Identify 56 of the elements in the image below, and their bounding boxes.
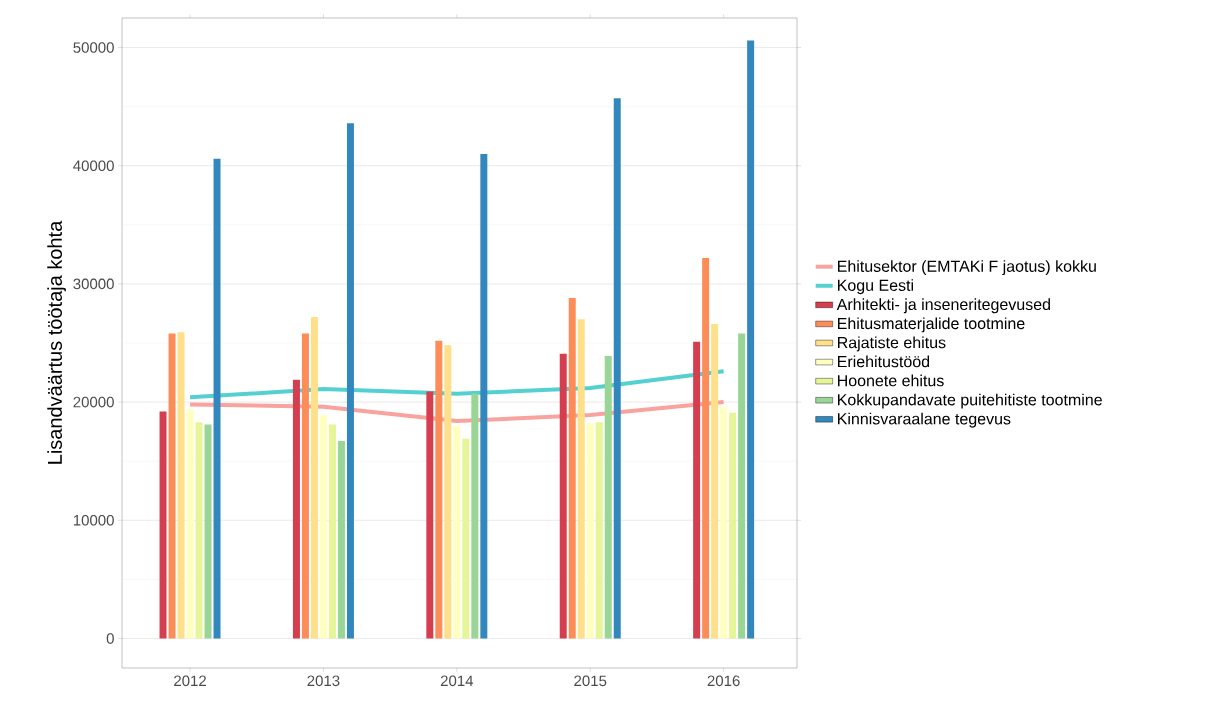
bar <box>604 356 612 639</box>
bar <box>586 423 594 639</box>
x-tick-label: 2014 <box>440 675 474 687</box>
bar <box>729 412 737 639</box>
bar <box>319 415 327 639</box>
legend-label: Arhitekti- ja inseneritegevused <box>836 298 1050 314</box>
bar <box>310 317 318 639</box>
legend-label: Ehitusmaterjalide tootmine <box>838 317 1025 333</box>
x-tick-label: 2013 <box>307 675 340 687</box>
legend-label: Kogu Eesti <box>838 279 913 295</box>
y-tick-label: 10000 <box>73 514 114 526</box>
bar <box>435 340 443 639</box>
bar <box>747 40 755 639</box>
legend-label: Kokkupandavate puitehitiste tootmine <box>838 393 1102 409</box>
bar <box>693 341 701 639</box>
bar <box>559 353 567 639</box>
bar <box>301 333 309 639</box>
bar <box>738 333 746 639</box>
bar <box>204 424 212 639</box>
bar <box>444 345 452 639</box>
x-tick-label: 2015 <box>574 675 607 687</box>
legend-label: Rajatiste ehitus <box>838 336 946 352</box>
legend-label: Hoonete ehitus <box>838 374 944 387</box>
bar <box>702 257 710 639</box>
bar <box>213 158 221 639</box>
legend-label: Kinnisvaraalane tegevus <box>838 412 1011 428</box>
bar <box>613 98 621 639</box>
bar <box>471 393 479 639</box>
bar <box>720 406 728 639</box>
y-tick-label: 0 <box>106 633 114 644</box>
bar <box>168 333 176 639</box>
bar <box>159 411 167 639</box>
legend-label: Ehitusektor (EMTAKi F jaotus) kokku <box>838 260 1096 276</box>
bar <box>711 324 719 639</box>
bar <box>462 438 470 639</box>
bar <box>480 153 488 639</box>
bar <box>328 424 336 639</box>
y-tick-label: 50000 <box>73 42 114 53</box>
bar <box>595 422 603 639</box>
bar <box>177 332 185 639</box>
y-tick-label: 20000 <box>73 396 114 408</box>
bar <box>186 409 194 639</box>
y-axis-title: Lisandväärtus töötaja kohta <box>47 220 66 464</box>
x-tick-label: 2016 <box>707 675 740 687</box>
y-tick-label: 40000 <box>73 160 114 172</box>
bar <box>426 391 434 639</box>
y-tick-label: 30000 <box>73 278 114 290</box>
bar <box>568 298 576 639</box>
legend-label: Eriehitustööd <box>838 355 930 368</box>
x-tick-label: 2012 <box>174 675 206 687</box>
bar <box>346 123 354 639</box>
bar <box>577 319 585 639</box>
bar <box>292 379 300 639</box>
bar <box>337 441 345 639</box>
bar <box>195 422 203 639</box>
bar <box>453 425 461 639</box>
